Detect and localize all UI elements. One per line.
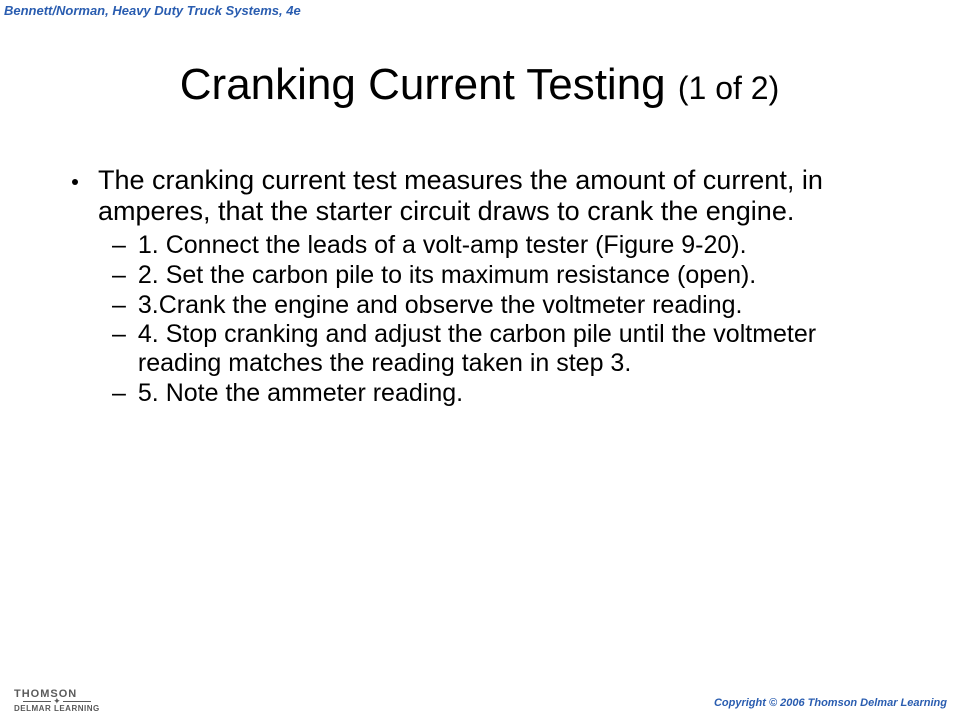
dash-icon: – (112, 261, 126, 290)
step-text: 2. Set the carbon pile to its maximum re… (138, 261, 756, 290)
dash-icon: – (112, 320, 126, 349)
dash-icon: – (112, 379, 126, 408)
slide-title: Cranking Current Testing (1 of 2) (0, 60, 959, 110)
title-page-indicator: (1 of 2) (678, 70, 779, 106)
dash-icon: – (112, 291, 126, 320)
step-text: 1. Connect the leads of a volt-amp teste… (138, 231, 747, 260)
step-text: 5. Note the ammeter reading. (138, 379, 463, 408)
step-text: 4. Stop cranking and adjust the carbon p… (138, 320, 902, 378)
bullet-text: The cranking current test measures the a… (98, 165, 902, 227)
bullet-dot-icon (72, 179, 78, 185)
thomson-logo: THOMSON ✦ DELMAR LEARNING (14, 688, 100, 713)
bullet-item: The cranking current test measures the a… (72, 165, 902, 227)
steps-list: – 1. Connect the leads of a volt-amp tes… (112, 231, 902, 408)
slide-footer: THOMSON ✦ DELMAR LEARNING Copyright © 20… (0, 673, 959, 719)
step-text: 3.Crank the engine and observe the voltm… (138, 291, 743, 320)
copyright-text: Copyright © 2006 Thomson Delmar Learning (714, 697, 947, 709)
thomson-logo-bottom: DELMAR LEARNING (14, 704, 100, 713)
list-item: – 3.Crank the engine and observe the vol… (112, 291, 902, 320)
title-main: Cranking Current Testing (180, 60, 678, 109)
list-item: – 2. Set the carbon pile to its maximum … (112, 261, 902, 290)
list-item: – 1. Connect the leads of a volt-amp tes… (112, 231, 902, 260)
slide-content: The cranking current test measures the a… (72, 165, 902, 409)
dash-icon: – (112, 231, 126, 260)
list-item: – 4. Stop cranking and adjust the carbon… (112, 320, 902, 378)
list-item: – 5. Note the ammeter reading. (112, 379, 902, 408)
book-reference-header: Bennett/Norman, Heavy Duty Truck Systems… (4, 3, 301, 18)
